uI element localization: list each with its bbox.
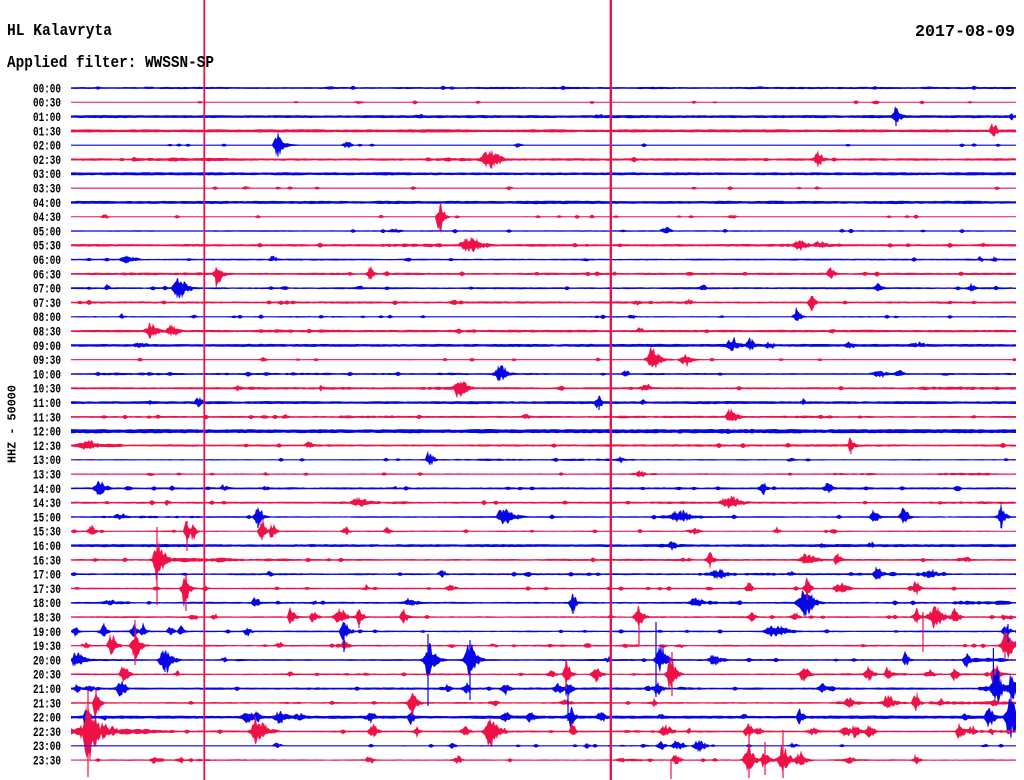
svg-text:16:30: 16:30: [33, 553, 61, 568]
svg-text:17:30: 17:30: [33, 582, 61, 597]
svg-text:08:00: 08:00: [33, 310, 61, 325]
svg-text:05:30: 05:30: [33, 239, 61, 254]
svg-text:20:00: 20:00: [33, 653, 61, 668]
svg-text:09:30: 09:30: [33, 353, 61, 368]
svg-text:10:30: 10:30: [33, 382, 61, 397]
svg-text:21:00: 21:00: [33, 682, 61, 697]
svg-text:14:00: 14:00: [33, 482, 61, 497]
svg-text:11:00: 11:00: [33, 396, 61, 411]
svg-text:18:30: 18:30: [33, 611, 61, 626]
svg-text:16:00: 16:00: [33, 539, 61, 554]
svg-text:07:00: 07:00: [33, 282, 61, 297]
svg-text:20:30: 20:30: [33, 668, 61, 683]
svg-text:HL Kalavryta: HL Kalavryta: [7, 21, 112, 40]
svg-text:13:00: 13:00: [33, 453, 61, 468]
svg-text:06:00: 06:00: [33, 253, 61, 268]
svg-text:00:00: 00:00: [33, 81, 61, 96]
svg-text:14:30: 14:30: [33, 496, 61, 511]
svg-text:18:00: 18:00: [33, 596, 61, 611]
svg-text:02:00: 02:00: [33, 139, 61, 154]
svg-text:11:30: 11:30: [33, 410, 61, 425]
svg-text:03:30: 03:30: [33, 182, 61, 197]
svg-text:06:30: 06:30: [33, 267, 61, 282]
svg-text:21:30: 21:30: [33, 696, 61, 711]
svg-text:19:30: 19:30: [33, 639, 61, 654]
svg-text:2017-08-09: 2017-08-09: [915, 23, 1015, 42]
svg-text:08:30: 08:30: [33, 325, 61, 340]
svg-text:23:30: 23:30: [33, 754, 61, 769]
svg-text:09:00: 09:00: [33, 339, 61, 354]
svg-text:17:00: 17:00: [33, 568, 61, 583]
svg-text:01:00: 01:00: [33, 110, 61, 125]
svg-text:02:30: 02:30: [33, 153, 61, 168]
svg-text:15:00: 15:00: [33, 510, 61, 525]
svg-text:13:30: 13:30: [33, 468, 61, 483]
svg-text:Applied filter: WWSSN-SP: Applied filter: WWSSN-SP: [7, 53, 214, 72]
svg-text:23:00: 23:00: [33, 739, 61, 754]
svg-text:07:30: 07:30: [33, 296, 61, 311]
svg-text:04:00: 04:00: [33, 196, 61, 211]
svg-text:05:00: 05:00: [33, 224, 61, 239]
svg-text:00:30: 00:30: [33, 96, 61, 111]
svg-text:22:00: 22:00: [33, 711, 61, 726]
svg-text:12:30: 12:30: [33, 439, 61, 454]
svg-text:03:00: 03:00: [33, 167, 61, 182]
svg-text:04:30: 04:30: [33, 210, 61, 225]
svg-text:HHZ - 50000: HHZ - 50000: [7, 385, 20, 463]
svg-text:01:30: 01:30: [33, 124, 61, 139]
svg-text:10:00: 10:00: [33, 367, 61, 382]
svg-text:12:00: 12:00: [33, 425, 61, 440]
svg-text:19:00: 19:00: [33, 625, 61, 640]
svg-text:15:30: 15:30: [33, 525, 61, 540]
svg-text:22:30: 22:30: [33, 725, 61, 740]
